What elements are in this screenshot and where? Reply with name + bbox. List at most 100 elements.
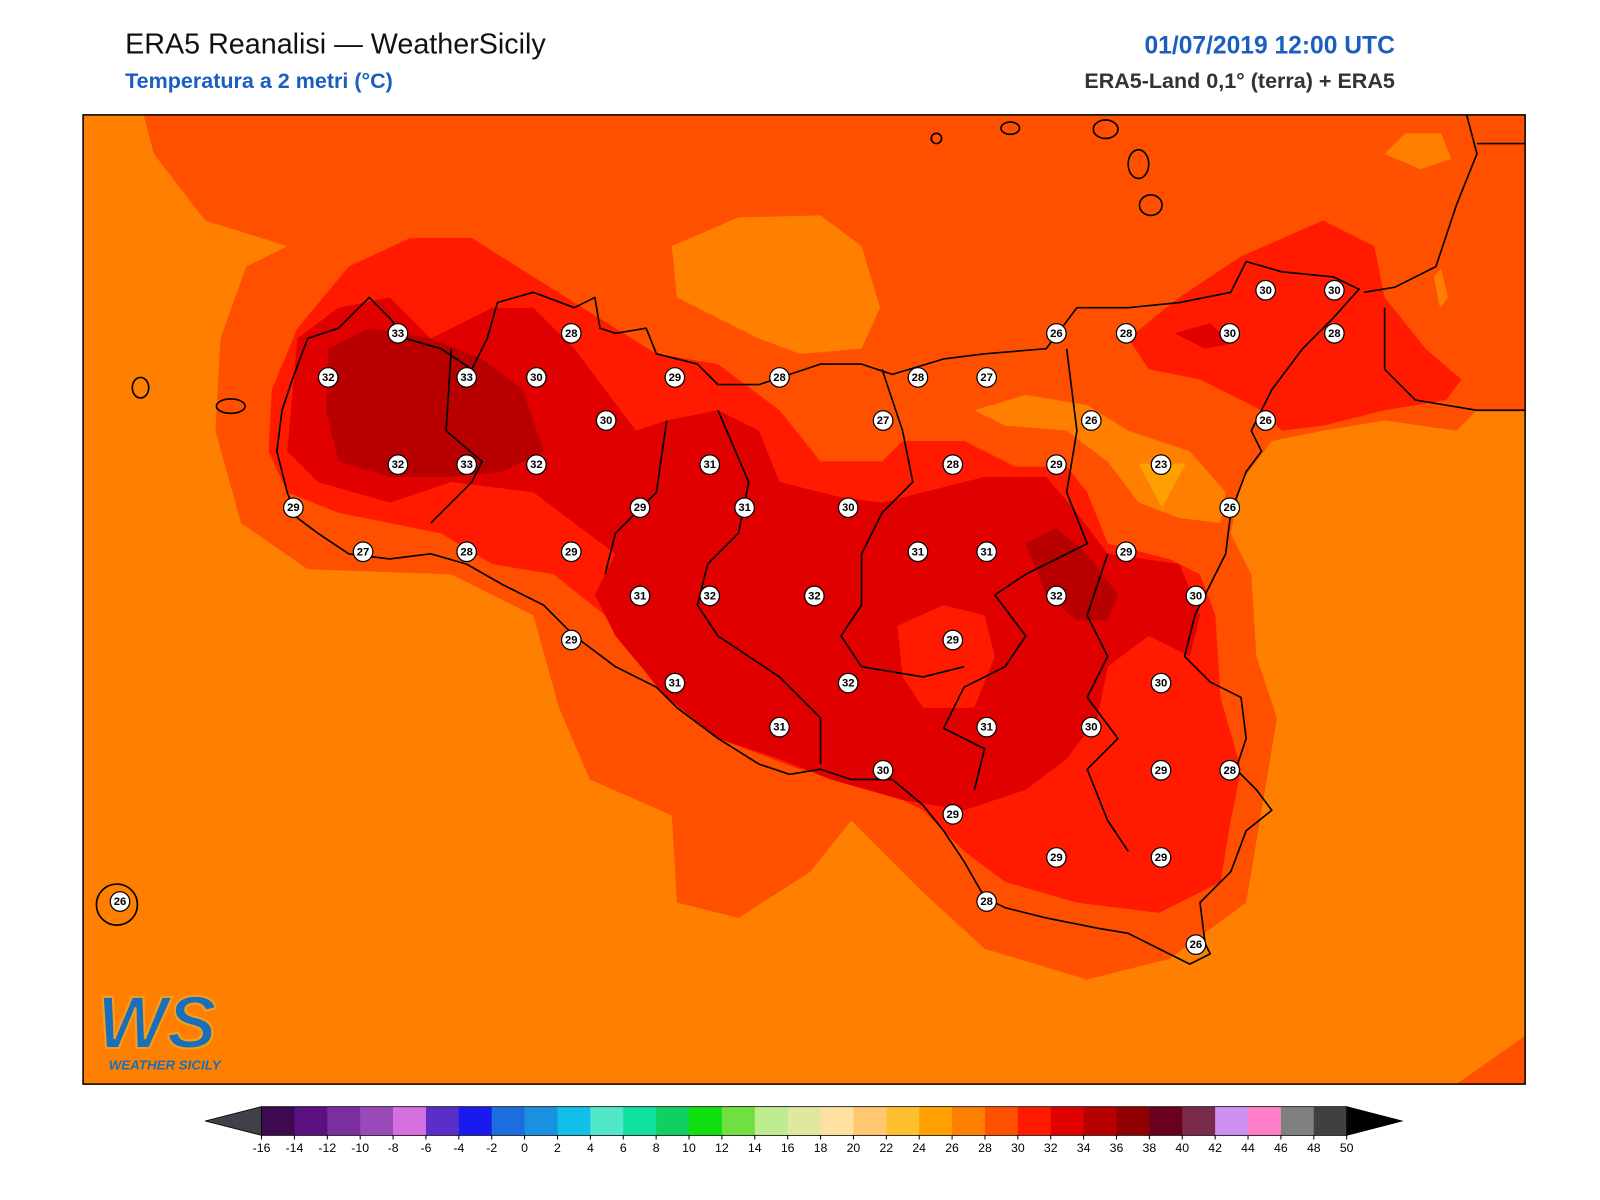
station-marker: [560, 322, 582, 344]
station-value: 30: [1190, 590, 1203, 602]
station-marker: [976, 367, 998, 388]
station-marker: [526, 454, 547, 475]
station-value: 28: [460, 546, 473, 558]
station-value: 27: [980, 372, 993, 384]
colorbar-box: [820, 1106, 854, 1136]
station-value: 33: [460, 459, 473, 471]
station-marker: [872, 759, 894, 781]
station-value: 33: [460, 372, 473, 384]
station-value: 26: [1085, 415, 1098, 427]
station-value: 29: [1120, 546, 1133, 558]
colorbar-tick-label: 14: [748, 1141, 762, 1155]
station-marker: [976, 541, 998, 563]
colorbar-box: [1248, 1106, 1282, 1136]
station-value: 31: [980, 546, 993, 558]
colorbar-tick-label: 10: [682, 1141, 696, 1155]
colorbar-tick-label: 4: [587, 1141, 594, 1155]
station-value: 32: [530, 459, 543, 471]
coastline: [276, 260, 1360, 965]
station-value: 29: [1155, 765, 1168, 777]
station-value: 32: [322, 372, 335, 384]
contour: [671, 215, 880, 354]
station-value: 31: [703, 459, 716, 471]
colorbar-tick-label: 28: [978, 1141, 992, 1155]
station-marker: [1046, 847, 1067, 868]
station-value: 29: [1155, 852, 1168, 864]
station-value: 28: [773, 372, 786, 384]
colorbar-box: [984, 1106, 1019, 1136]
station-marker: [595, 410, 617, 431]
contour: [897, 605, 995, 708]
station-marker: [1150, 454, 1172, 475]
colorbar-box: [787, 1106, 822, 1136]
colorbar-over: [1346, 1106, 1404, 1136]
colorbar-tick-label: -2: [486, 1141, 497, 1155]
station-marker: [734, 497, 755, 519]
station-marker: [1150, 847, 1172, 868]
colorbar-box: [458, 1106, 493, 1136]
contour: [1025, 528, 1118, 621]
station-value: 28: [1120, 328, 1133, 340]
station-value: 30: [1155, 678, 1168, 690]
station-value: 30: [1259, 285, 1272, 297]
station-marker: [976, 716, 998, 738]
colorbar-box: [721, 1106, 756, 1136]
station-value: 26: [1223, 502, 1236, 514]
station-marker: [907, 541, 929, 563]
station-value: 30: [1328, 285, 1341, 297]
station-marker: [1219, 497, 1241, 519]
contour: [1138, 463, 1186, 508]
colorbar-box: [1083, 1106, 1118, 1136]
colorbar-tick-label: 46: [1274, 1141, 1288, 1155]
colorbar-tick-label: -16: [253, 1141, 271, 1155]
station-marker: [803, 585, 825, 607]
colorbar-frame: [261, 1106, 1348, 1136]
station-marker: [317, 367, 339, 388]
colorbar-tick-label: 50: [1340, 1141, 1354, 1155]
colorbar-tick-label: -10: [351, 1141, 369, 1155]
colorbar-tick-label: 8: [653, 1141, 660, 1155]
station-marker: [664, 367, 686, 388]
colorbar-tick-label: 18: [814, 1141, 828, 1155]
logo-text: WEATHER SICILY: [109, 1058, 222, 1073]
station-marker: [1115, 322, 1137, 344]
colorbar-tick-label: 6: [620, 1141, 627, 1155]
island: [131, 376, 150, 399]
station-marker: [907, 367, 929, 388]
station-marker: [769, 367, 790, 388]
station-value: 32: [808, 590, 821, 602]
station-marker: [1323, 279, 1345, 301]
station-value: 32: [703, 590, 716, 602]
colorbar-box: [689, 1106, 723, 1136]
colorbar-box: [623, 1106, 657, 1136]
colorbar-box: [590, 1106, 624, 1136]
station-value: 30: [877, 765, 890, 777]
subtitle: Temperatura a 2 metri (°C): [125, 69, 393, 93]
colorbar-box: [1149, 1106, 1183, 1136]
station-marker: [1046, 322, 1067, 344]
contour: [1456, 1035, 1526, 1085]
station-value: 32: [392, 459, 405, 471]
colorbar-box: [1280, 1106, 1315, 1136]
station-marker: [1080, 716, 1102, 738]
station-value: 29: [947, 635, 960, 647]
station-value: 29: [1050, 459, 1063, 471]
station-value: 28: [1223, 765, 1236, 777]
station-value: 32: [842, 678, 855, 690]
station-marker: [282, 497, 304, 519]
contour: [1128, 220, 1462, 431]
station-marker: [560, 541, 582, 563]
title: ERA5 Reanalisi — WeatherSicily: [125, 28, 546, 60]
colorbar: -16 -14 -12 -10 -8 -6 -4 -2 0 2 4 6 8 10 12 14 16 18 20 22 2…: [205, 1106, 1404, 1155]
island: [215, 398, 246, 415]
station-marker: [387, 454, 409, 475]
logo-mark: WS: [97, 981, 216, 1064]
colorbar-box: [261, 1106, 295, 1136]
station-marker: [629, 585, 651, 607]
colorbar-box: [919, 1106, 953, 1136]
colorbar-box: [853, 1106, 887, 1136]
station-marker: [942, 803, 964, 825]
station-marker: [872, 410, 894, 431]
station-marker: [1080, 410, 1102, 431]
colorbar-tick-label: 40: [1175, 1141, 1189, 1155]
